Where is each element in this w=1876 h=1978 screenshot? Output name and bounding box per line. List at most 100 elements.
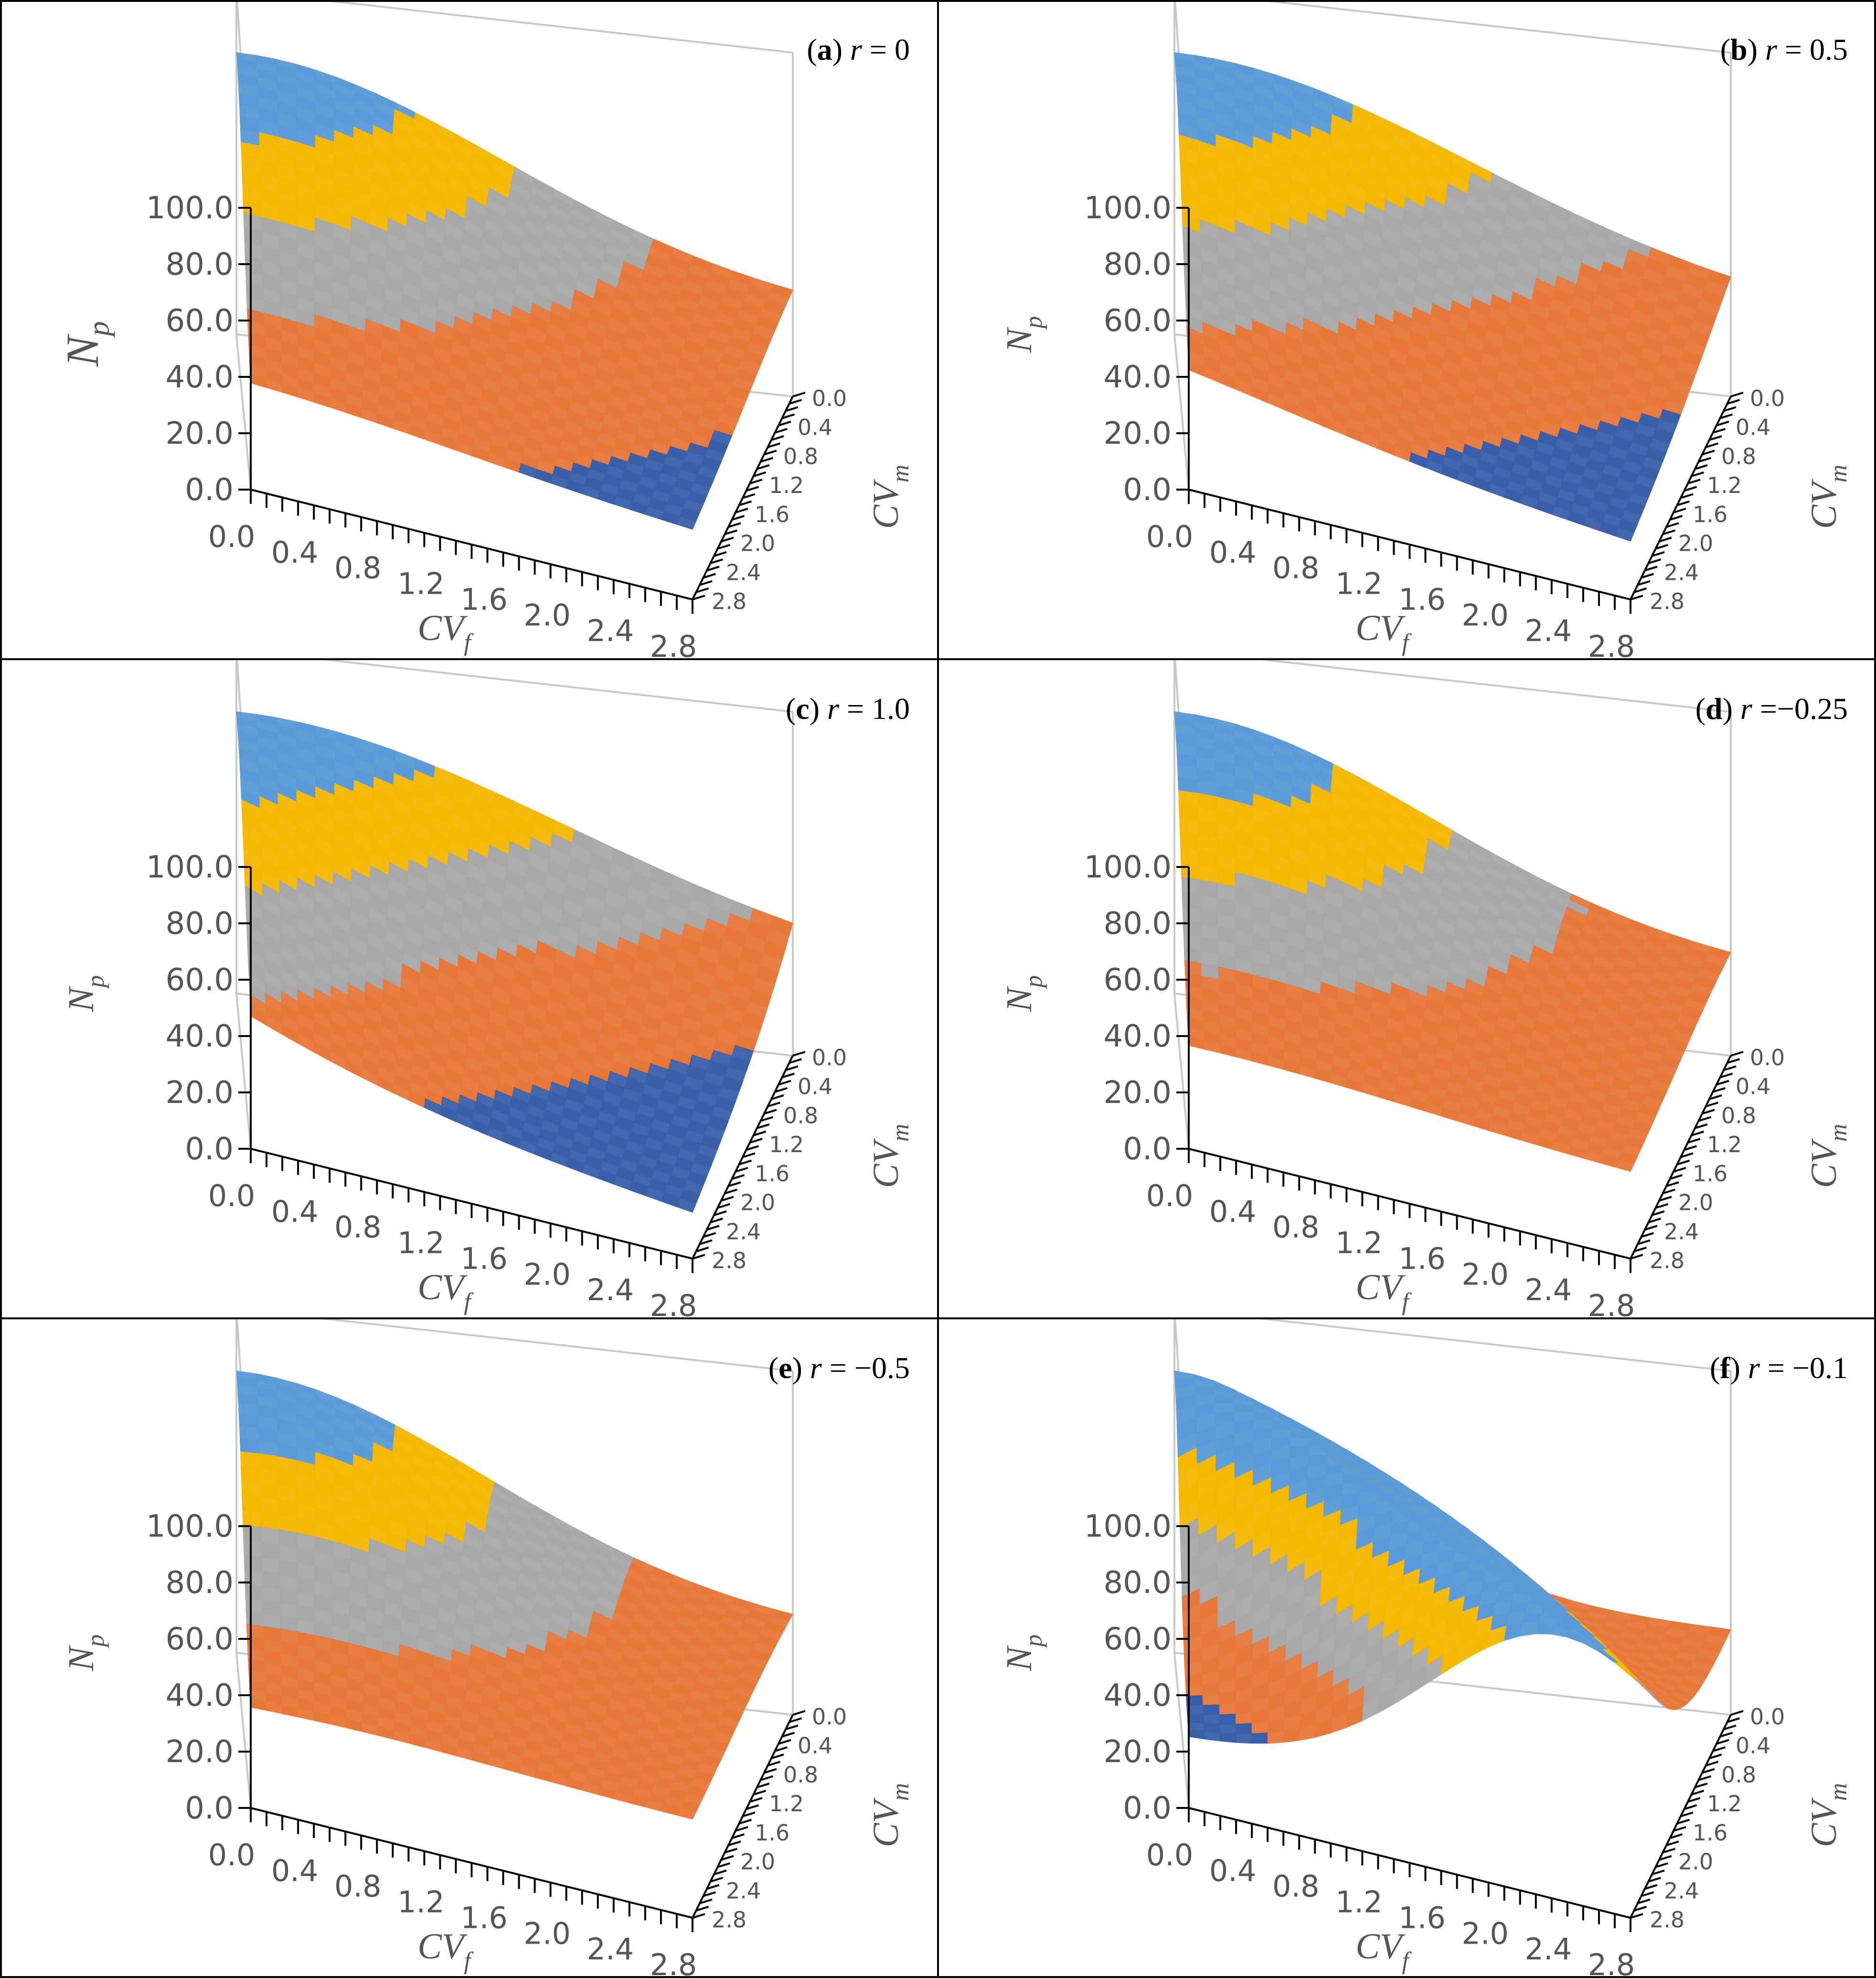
y-tick-mark [1712, 1087, 1726, 1093]
y-tick-mark [1723, 1065, 1737, 1071]
z-tick-label: 100.0 [146, 1509, 234, 1544]
z-tick-label: 40.0 [166, 1678, 234, 1713]
x-tick-label: 0.8 [1272, 1210, 1320, 1245]
y-tick-mark [771, 1753, 784, 1759]
y-tick-label: 1.6 [755, 502, 789, 527]
x-tick-label: 0.0 [208, 1178, 256, 1213]
y-tick-mark [1659, 1196, 1672, 1202]
surface-patch [261, 1557, 280, 1575]
y-tick-label: 2.8 [712, 588, 746, 614]
surface-patch [1253, 1419, 1273, 1430]
y-tick-mark [1712, 428, 1726, 434]
panel-c: 0.0 20.0 40.0 60.0 80.0 100.0 0.0 0.4 0.8 1.2 1.6 2… [0, 659, 938, 1318]
y-tick-label: 0.4 [798, 1074, 832, 1100]
y-tick-mark [1630, 595, 1643, 600]
y-tick-mark [703, 573, 716, 579]
y-tick-mark [1673, 507, 1686, 513]
surface-patch [1359, 1482, 1379, 1493]
y-tick-label: 0.4 [1736, 1074, 1770, 1100]
x-tick-label: 0.0 [208, 1838, 256, 1872]
y-tick-label: 0.8 [783, 1102, 818, 1128]
y-tick-label: 1.2 [769, 1791, 804, 1817]
z-tick-label: 40.0 [1104, 1019, 1172, 1054]
y-tick-mark [1705, 442, 1719, 449]
surface-patch [1614, 1159, 1635, 1172]
y-tick-label: 0.4 [1736, 415, 1770, 440]
x-tick-label: 1.2 [397, 1885, 445, 1920]
z-tick-label: 60.0 [1104, 962, 1172, 998]
y-tick-mark [1684, 486, 1697, 492]
y-tick-mark [789, 1058, 802, 1064]
z-tick-label: 80.0 [1104, 906, 1172, 941]
surface [236, 1370, 793, 1820]
z-tick-label: 80.0 [1104, 247, 1172, 282]
y-tick-mark [717, 1203, 731, 1209]
y-tick-mark [1727, 1058, 1740, 1064]
surface-patch [245, 1597, 264, 1614]
y-tick-mark [764, 1109, 777, 1115]
y-tick-label: 0.0 [812, 1704, 847, 1730]
y-tick-mark [749, 1797, 763, 1803]
z-tick-label: 60.0 [1104, 303, 1172, 339]
z-tick-label: 60.0 [166, 962, 234, 998]
y-tick-mark [1669, 1174, 1683, 1180]
x-tick-label: 2.4 [1525, 1272, 1572, 1307]
z-tick-label: 0.0 [1123, 472, 1172, 508]
z-axis-label: Np [61, 1635, 109, 1672]
y-tick-mark [1676, 500, 1690, 506]
y-tick-label: 2.4 [726, 1219, 761, 1244]
y-tick-label: 0.0 [812, 1045, 847, 1070]
panel-a: 0.0 20.0 40.0 60.0 80.0 100.0 0.0 0.4 0.8 1.2 1.6 2… [0, 0, 938, 659]
surface-patch [242, 1510, 262, 1528]
box-line [1250, 659, 1731, 713]
panel-title: (a) r = 0 [807, 32, 910, 66]
x-tick-label: 2.0 [1461, 1257, 1509, 1292]
surface-patch [262, 1585, 281, 1603]
y-tick-mark [760, 457, 774, 463]
y-tick-mark [1644, 1225, 1658, 1231]
y-tick-mark [746, 1145, 759, 1151]
y-tick-mark [735, 1826, 748, 1832]
y-tick-mark [710, 1218, 724, 1224]
y-tick-label: 1.6 [755, 1161, 789, 1187]
y-tick-label: 0.0 [812, 385, 847, 411]
surface-patch [1179, 818, 1199, 836]
box-line [1173, 993, 1190, 1149]
x-tick-label: 0.4 [271, 1853, 319, 1888]
y-axis-label: CVm [866, 1124, 914, 1188]
x-tick-label: 2.8 [650, 1947, 697, 1978]
surface [236, 711, 793, 1213]
y-tick-mark [757, 1123, 770, 1129]
x-tick-label: 1.6 [460, 582, 508, 617]
y-tick-mark [764, 449, 777, 456]
z-axis-label: Np [61, 975, 109, 1013]
y-tick-mark [1662, 1188, 1676, 1195]
x-tick-label: 1.2 [1335, 1226, 1383, 1261]
y-tick-mark [1648, 558, 1662, 565]
x-tick-label: 2.4 [587, 613, 634, 648]
y-tick-mark [1669, 515, 1683, 521]
y-tick-mark [789, 399, 802, 405]
surface-patch [239, 1438, 260, 1454]
surface-patch [1290, 1437, 1310, 1447]
surface-patch [243, 1540, 262, 1558]
z-tick-label: 80.0 [166, 1565, 234, 1601]
box-line [312, 1318, 793, 1372]
x-tick-label: 1.6 [1398, 1241, 1446, 1276]
y-tick-label: 0.0 [1750, 385, 1785, 411]
z-tick-label: 40.0 [1104, 360, 1172, 395]
y-tick-mark [781, 413, 795, 419]
y-tick-mark [699, 1898, 713, 1904]
z-tick-label: 80.0 [166, 247, 234, 282]
y-tick-label: 0.0 [1750, 1045, 1785, 1070]
y-tick-mark [1655, 1203, 1669, 1209]
y-tick-mark [785, 406, 799, 412]
surface-patch [259, 1482, 279, 1500]
y-tick-mark [738, 500, 752, 506]
y-tick-mark [714, 1870, 727, 1875]
x-tick-label: 2.8 [650, 629, 697, 659]
y-tick-mark [1633, 1246, 1647, 1252]
